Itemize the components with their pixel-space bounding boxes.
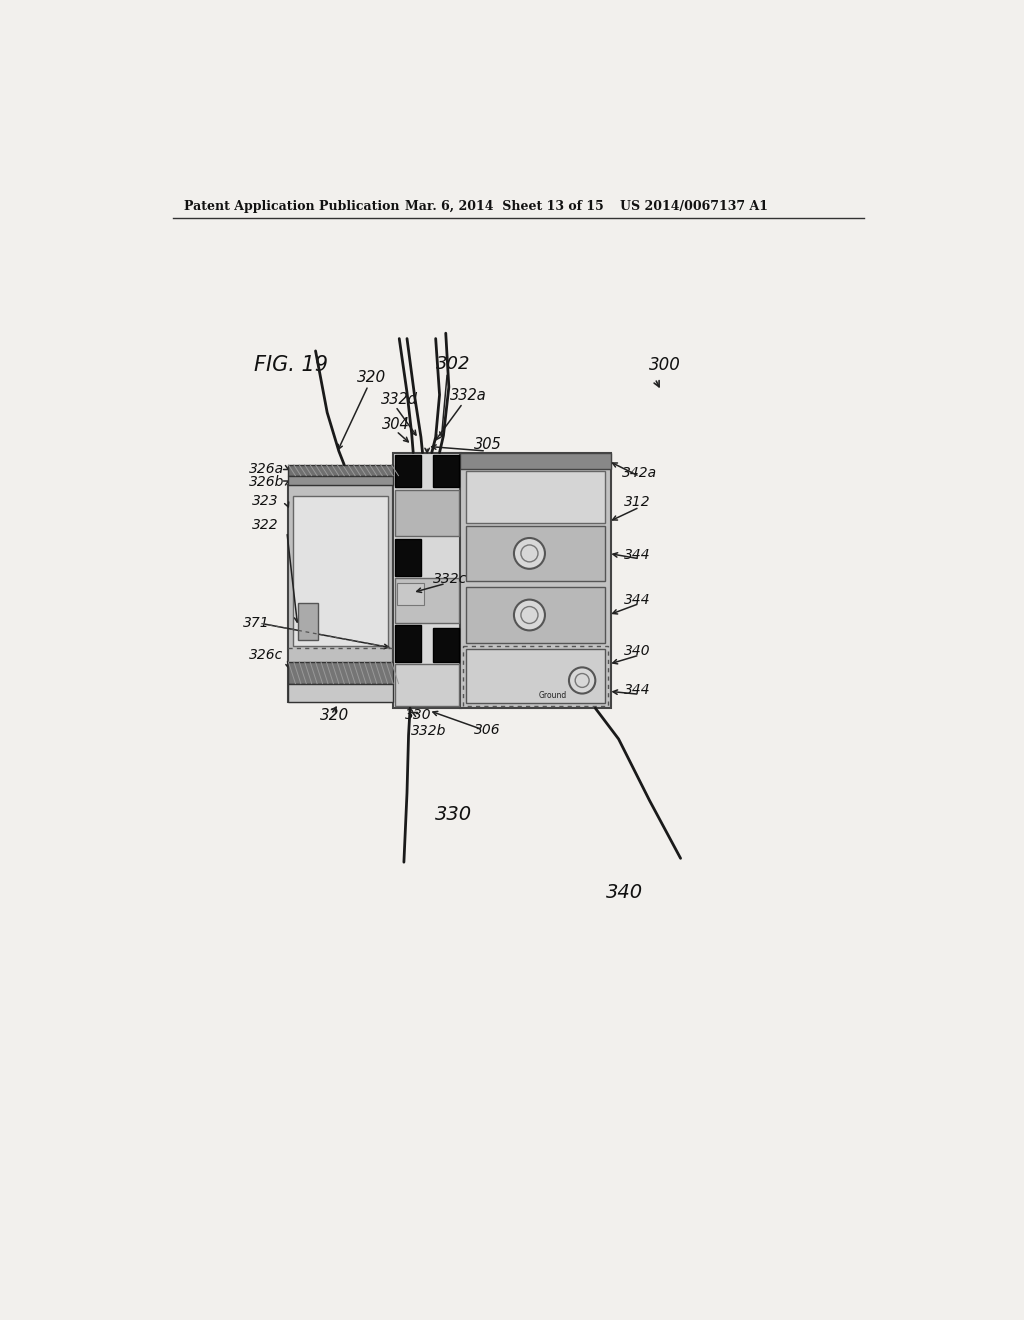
Text: 332c: 332c bbox=[433, 572, 468, 586]
Bar bbox=[289, 465, 393, 475]
Text: FIG. 19: FIG. 19 bbox=[254, 355, 328, 375]
Bar bbox=[289, 663, 393, 684]
Bar bbox=[289, 684, 393, 702]
Text: 312: 312 bbox=[624, 495, 650, 508]
Bar bbox=[466, 471, 604, 523]
Text: 340: 340 bbox=[624, 644, 650, 659]
Text: 344: 344 bbox=[624, 548, 650, 562]
Text: 320: 320 bbox=[321, 708, 349, 722]
Bar bbox=[289, 484, 393, 702]
Text: 302: 302 bbox=[436, 355, 471, 374]
Bar bbox=[466, 525, 604, 581]
Bar bbox=[463, 645, 607, 706]
Bar bbox=[395, 539, 421, 576]
Bar bbox=[395, 626, 421, 663]
Bar bbox=[466, 587, 604, 643]
Bar bbox=[466, 649, 604, 702]
Text: US 2014/0067137 A1: US 2014/0067137 A1 bbox=[621, 199, 768, 213]
Bar bbox=[393, 453, 461, 708]
Bar bbox=[293, 496, 388, 645]
Bar bbox=[460, 453, 611, 708]
Text: 330: 330 bbox=[435, 805, 472, 824]
Text: 344: 344 bbox=[624, 593, 650, 607]
Text: 330: 330 bbox=[406, 708, 432, 722]
Text: 340: 340 bbox=[606, 883, 643, 902]
Text: 326b: 326b bbox=[249, 475, 285, 488]
Text: 344: 344 bbox=[624, 682, 650, 697]
Text: 323: 323 bbox=[252, 494, 279, 508]
Text: 326a: 326a bbox=[249, 462, 284, 475]
Bar bbox=[460, 453, 611, 470]
Bar bbox=[395, 664, 459, 706]
Text: 320: 320 bbox=[356, 371, 386, 385]
Bar bbox=[433, 628, 459, 663]
Text: 371: 371 bbox=[243, 616, 269, 631]
Text: Patent Application Publication: Patent Application Publication bbox=[183, 199, 399, 213]
Text: Mar. 6, 2014  Sheet 13 of 15: Mar. 6, 2014 Sheet 13 of 15 bbox=[406, 199, 604, 213]
Text: 304: 304 bbox=[382, 417, 410, 432]
Text: 326c: 326c bbox=[249, 648, 284, 663]
Circle shape bbox=[514, 599, 545, 631]
Text: 332d: 332d bbox=[381, 392, 418, 407]
Text: 332b: 332b bbox=[411, 723, 446, 738]
Text: 342a: 342a bbox=[623, 466, 657, 479]
Text: Ground: Ground bbox=[539, 692, 567, 701]
Bar bbox=[289, 475, 393, 484]
Bar bbox=[395, 578, 459, 623]
Bar bbox=[433, 455, 459, 487]
Text: 332a: 332a bbox=[450, 388, 486, 403]
Bar bbox=[395, 455, 421, 487]
Bar bbox=[395, 490, 459, 536]
Circle shape bbox=[569, 668, 595, 693]
Text: 305: 305 bbox=[474, 437, 502, 453]
Text: 300: 300 bbox=[649, 356, 681, 374]
Bar bbox=[397, 583, 424, 605]
Circle shape bbox=[514, 539, 545, 569]
Text: 322: 322 bbox=[252, 517, 279, 532]
Text: 306: 306 bbox=[474, 723, 501, 737]
Bar bbox=[298, 603, 317, 640]
